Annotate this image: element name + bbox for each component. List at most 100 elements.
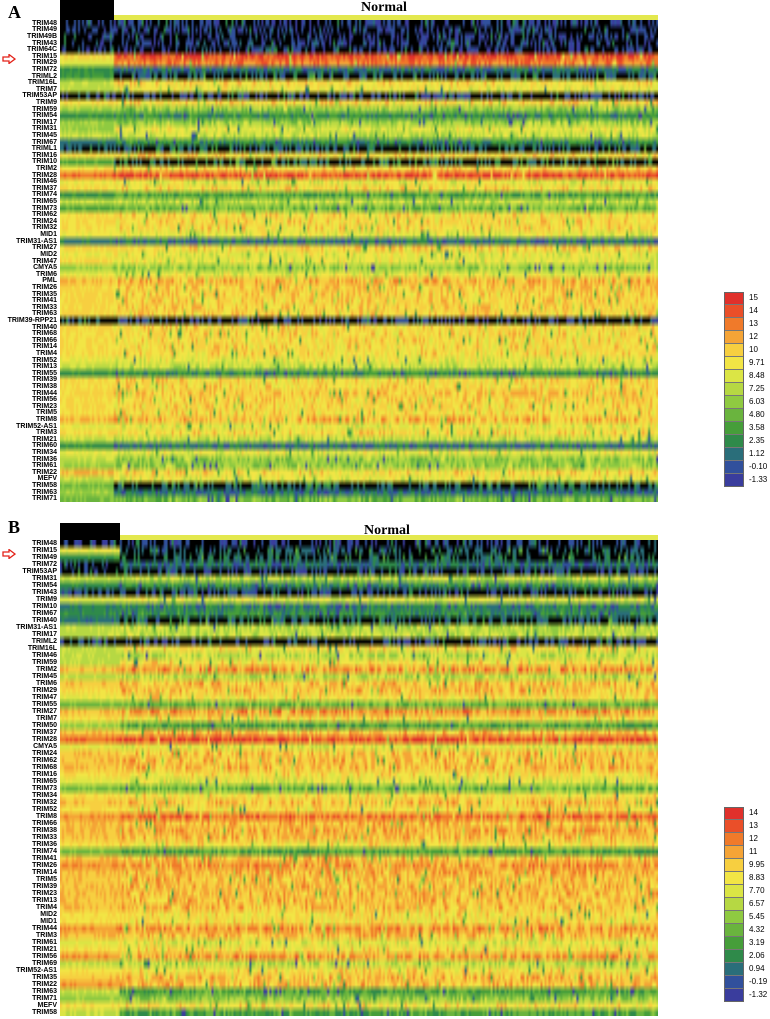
row-label: TRIM67 [32,610,57,617]
row-label: TRIM3 [36,932,57,939]
row-label: TRIM65 [32,778,57,785]
legend-label: 13 [749,319,758,328]
group-bar-normal-b [120,535,658,540]
legend-swatch [724,370,744,383]
row-label: TRIM54 [32,582,57,589]
row-label: TRIM6 [36,680,57,687]
legend-swatch [724,318,744,331]
row-label: TRIM5 [36,876,57,883]
row-label: TRIM4 [36,904,57,911]
row-label: TRIM21 [32,435,57,443]
row-label: MID2 [40,911,57,918]
group-bar-tumor-a [60,0,114,20]
row-label: TRIML2 [31,72,57,80]
legend-label: 0.94 [749,964,765,973]
row-label: TRIM17 [32,118,57,126]
row-label: TRIM61 [32,462,57,470]
legend-swatch [724,937,744,950]
legend-swatch [724,950,744,963]
legend-swatch [724,409,744,422]
group-label-normal-b: Normal [364,523,410,538]
row-label: MID1 [40,918,57,925]
row-label: TRIM35 [32,290,57,298]
row-label: TRIM34 [32,792,57,799]
legend-label: 10 [749,345,758,354]
row-label: TRIM13 [32,897,57,904]
row-label: TRIM21 [32,946,57,953]
row-label: TRIM45 [32,673,57,680]
row-label: TRIM72 [32,66,57,74]
row-label: TRIM48 [32,540,57,547]
legend-swatch [724,820,744,833]
row-label: TRIM63 [32,488,57,496]
row-label: TRIM59 [32,105,57,113]
row-label: MID2 [40,250,57,258]
row-label: PML [42,277,57,285]
legend-label: 9.95 [749,860,765,869]
group-label-normal-a: Normal [361,0,407,15]
row-label: TRIM60 [32,442,57,450]
row-label: TRIM32 [32,224,57,232]
row-label: TRIM40 [32,323,57,331]
legend-label: -0.19 [749,977,768,986]
row-label: TRIM8 [36,415,57,423]
legend-label: 12 [749,834,758,843]
row-label: TRIM4 [36,349,57,357]
row-label: TRIM31 [32,575,57,582]
row-label: TRIML2 [31,638,57,645]
legend-label: 14 [749,306,758,315]
row-label: TRIM47 [32,694,57,701]
legend-label: 1.12 [749,449,765,458]
row-label: TRIM52 [32,806,57,813]
row-label: TRIM37 [32,729,57,736]
row-label: TRIM34 [32,448,57,456]
legend-label: 15 [749,293,758,302]
row-label: TRIM24 [32,217,57,225]
row-label: TRIM36 [32,841,57,848]
row-label: TRIM50 [32,722,57,729]
row-label: TRIM22 [32,981,57,988]
heatmap-b [60,540,658,1016]
row-label: TRIM43 [32,39,57,47]
row-label: TRIM23 [32,890,57,897]
row-label: TRIM3 [36,429,57,437]
row-label: TRIM13 [32,363,57,371]
row-label: TRIM36 [32,455,57,463]
row-label: TRIM38 [32,382,57,390]
row-label: TRIM2 [36,666,57,673]
row-label: TRIM28 [32,736,57,743]
row-label: TRIM32 [32,799,57,806]
row-label: TRIM7 [36,85,57,93]
legend-label: 3.19 [749,938,765,947]
legend-label: 6.03 [749,397,765,406]
row-label: TRIM55 [32,369,57,377]
row-label: TRIM56 [32,953,57,960]
row-label: MEFV [37,475,57,483]
row-label: TRIM49 [32,26,57,34]
panel-b: B Tumor Normal TRIM48 TRIM15 TRIM49 TRIM72 T… [0,515,770,1019]
row-label: TRIM31-AS1 [16,237,57,245]
panel-letter-b: B [8,517,21,537]
row-label: TRIM15 [32,52,57,60]
row-label: TRIM53AP [22,568,57,575]
row-label: TRIM16 [32,151,57,159]
legend-swatch [724,924,744,937]
row-label: TRIM48 [32,19,57,27]
row-label: TRIM52-AS1 [16,422,57,430]
legend-label: 11 [749,847,758,856]
legend-swatch [724,885,744,898]
row-label: TRIM27 [32,708,57,715]
row-label: TRIM54 [32,112,57,120]
row-label: TRIM31-AS1 [16,624,57,631]
legend-label: 9.71 [749,358,765,367]
row-label: TRIM62 [32,757,57,764]
row-label: TRIM47 [32,257,57,265]
row-label: TRIM28 [32,171,57,179]
row-label: CMYA5 [33,743,57,750]
legend-label: 5.45 [749,912,765,921]
row-label: TRIM26 [32,283,57,291]
legend-swatch [724,911,744,924]
row-label: TRIM73 [32,785,57,792]
row-label: TRIM53AP [22,92,57,100]
legend-swatch [724,461,744,474]
